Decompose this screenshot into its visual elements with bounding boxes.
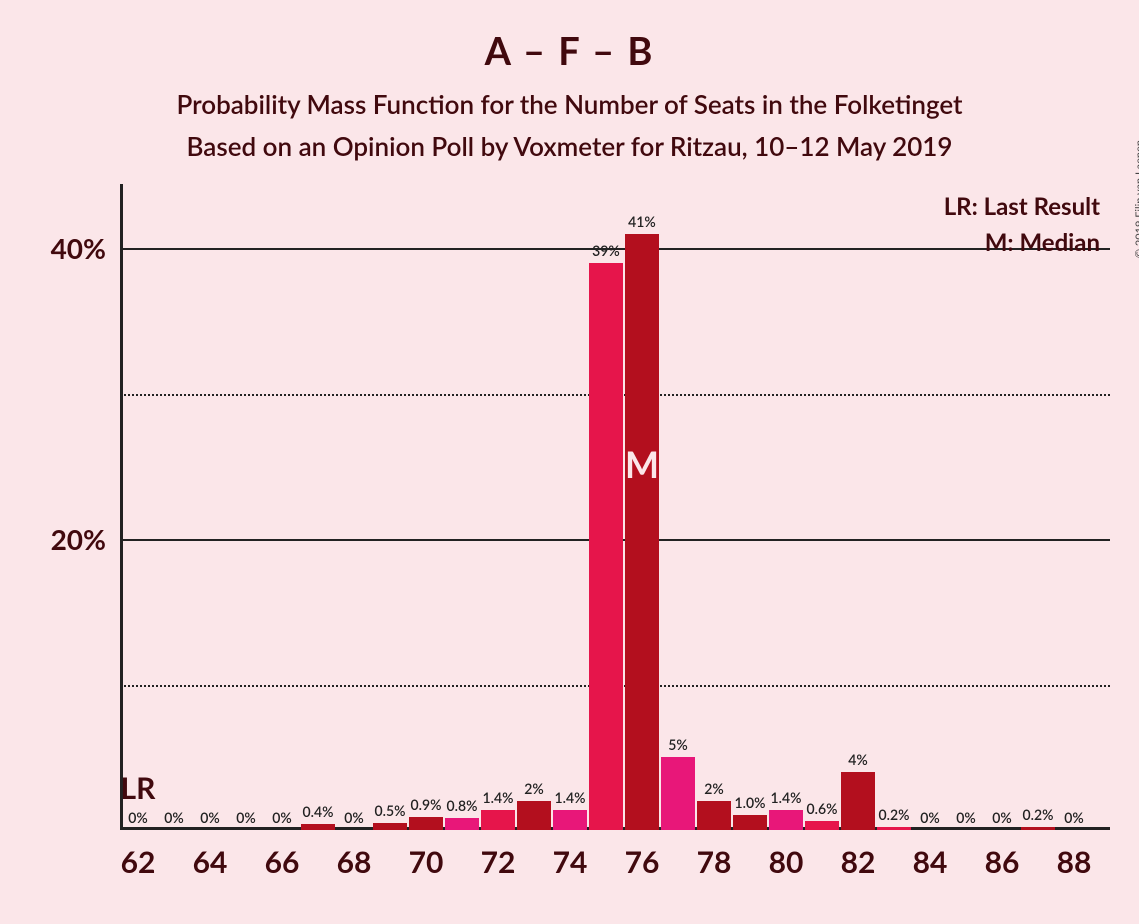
x-tick-label: 80 (769, 830, 804, 880)
bar-value-label: 4% (848, 751, 867, 772)
bar-value-label: 1.4% (483, 789, 514, 810)
chart-subtitle-1: Probability Mass Function for the Number… (0, 88, 1139, 120)
y-axis (120, 184, 123, 830)
x-tick-label: 82 (841, 830, 876, 880)
bar: 1.0% (733, 815, 766, 830)
x-tick-label: 88 (1057, 830, 1092, 880)
bar-value-label: 0% (272, 809, 291, 830)
bar: 0.9% (409, 817, 442, 830)
bar-value-label: 2% (704, 780, 723, 801)
bar-value-label: 0% (956, 809, 975, 830)
median-marker: M (625, 442, 659, 486)
bar-value-label: 0.2% (1023, 806, 1054, 827)
x-tick-label: 76 (625, 830, 660, 880)
bar-value-label: 0% (164, 809, 183, 830)
x-tick-label: 84 (913, 830, 948, 880)
x-tick-label: 70 (409, 830, 444, 880)
bar-value-label: 1.4% (555, 789, 586, 810)
bar-value-label: 0% (344, 809, 363, 830)
bar-value-label: 0.9% (411, 796, 442, 817)
bar-value-label: 1.4% (771, 789, 802, 810)
x-tick-label: 66 (265, 830, 300, 880)
x-tick-label: 68 (337, 830, 372, 880)
bar-value-label: 0.4% (303, 803, 334, 824)
bar: 4% (841, 772, 874, 830)
bar: 2% (697, 801, 730, 830)
x-tick-label: 86 (985, 830, 1020, 880)
y-tick-label: 20% (51, 522, 120, 556)
bar: 0.4% (301, 824, 334, 830)
bar: 0.2% (877, 827, 910, 830)
bar: 1.4% (481, 810, 514, 830)
chart-subtitle-2: Based on an Opinion Poll by Voxmeter for… (0, 130, 1139, 162)
y-tick-label: 40% (51, 231, 120, 265)
bar-value-label: 0% (128, 809, 147, 830)
bar-value-label: 0% (992, 809, 1011, 830)
bar-value-label: 41% (628, 213, 656, 234)
bar: 41%M (625, 234, 658, 830)
x-tick-label: 72 (481, 830, 516, 880)
bar: 39% (589, 263, 622, 830)
bar-value-label: 0% (236, 809, 255, 830)
x-tick-label: 62 (121, 830, 156, 880)
bar-value-label: 0% (200, 809, 219, 830)
bar-value-label: 0.5% (375, 802, 406, 823)
x-tick-label: 78 (697, 830, 732, 880)
bar: 1.4% (553, 810, 586, 830)
bar-value-label: 0.8% (447, 797, 478, 818)
bar-value-label: 0.2% (879, 806, 910, 827)
legend-last-result: LR: Last Result (944, 192, 1100, 221)
bar: 0.5% (373, 823, 406, 830)
bar: 0.8% (445, 818, 478, 830)
bar: 2% (517, 801, 550, 830)
chart-plot-area: 20%40%62646668707274767880828486880%0%0%… (120, 190, 1110, 830)
legend-median: M: Median (985, 228, 1100, 257)
bar: 1.4% (769, 810, 802, 830)
bar: 0.2% (1021, 827, 1054, 830)
bar-value-label: 0% (920, 809, 939, 830)
bar: 5% (661, 757, 694, 830)
chart-title: A – F – B (0, 0, 1139, 74)
bar-value-label: 2% (524, 780, 543, 801)
copyright-text: © 2019 Filip van Laenen (1133, 140, 1139, 258)
bar-value-label: 0% (1064, 809, 1083, 830)
bar-value-label: 1.0% (735, 794, 766, 815)
bar: 0.6% (805, 821, 838, 830)
x-tick-label: 74 (553, 830, 588, 880)
x-tick-label: 64 (193, 830, 228, 880)
last-result-marker: LR (121, 770, 156, 806)
bar-value-label: 5% (668, 736, 687, 757)
bar-value-label: 0.6% (807, 800, 838, 821)
bar-value-label: 39% (592, 242, 620, 263)
